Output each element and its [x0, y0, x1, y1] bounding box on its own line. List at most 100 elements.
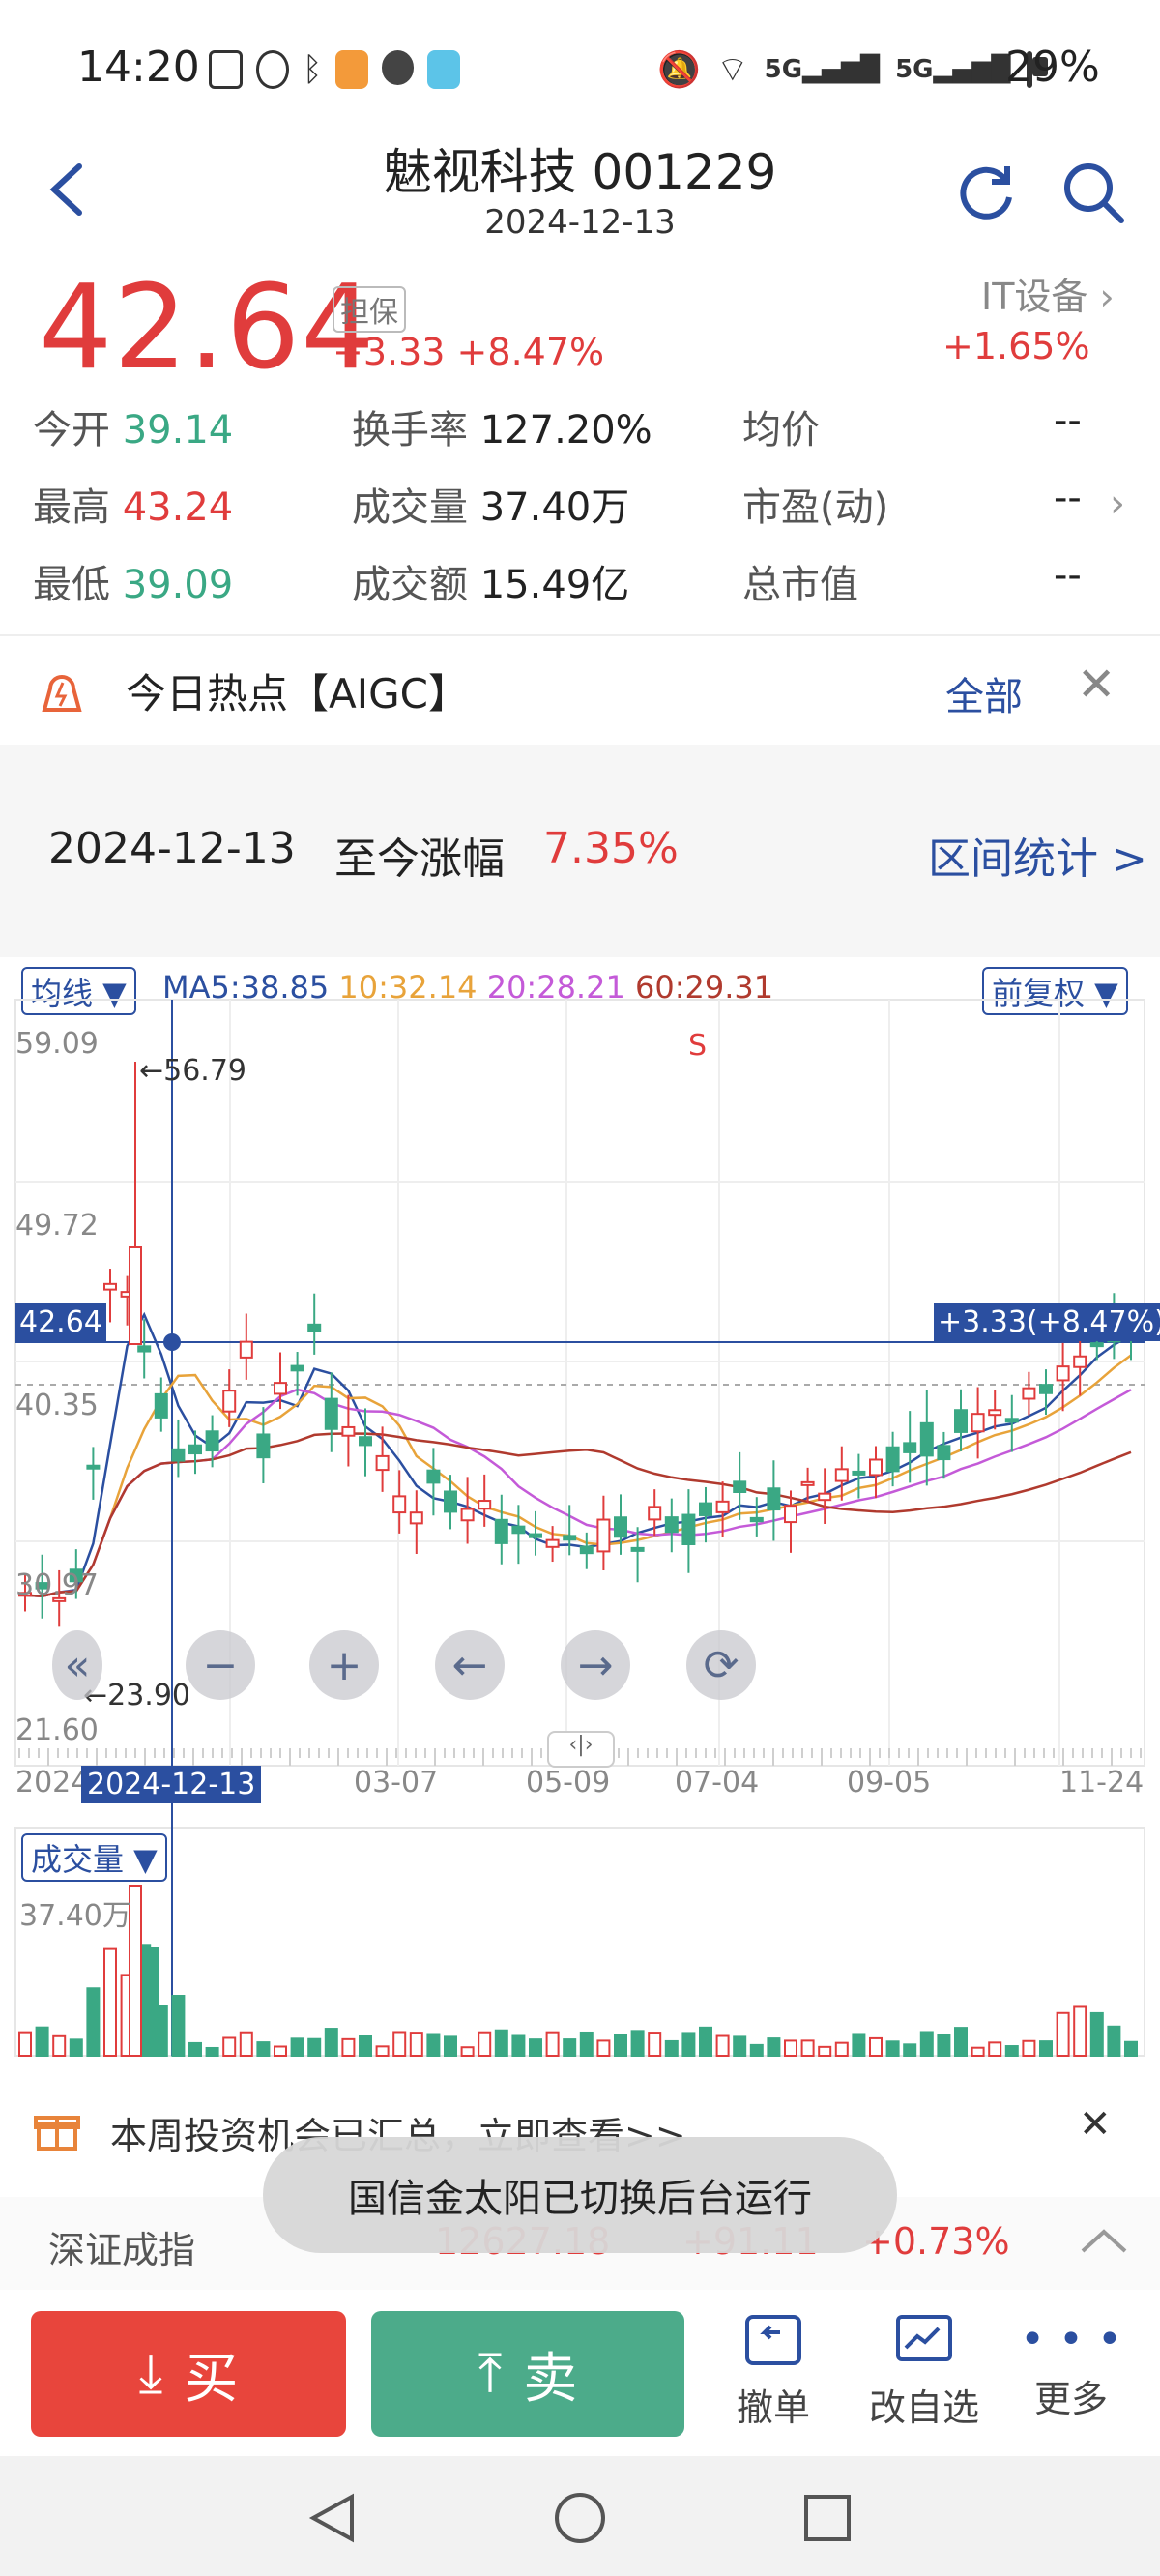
page-date: 2024-12-13 — [484, 203, 676, 242]
kline-chart-panel[interactable]: 均线 ▼ MA5:38.85 10:32.14 20:28.21 60:29.3… — [0, 957, 1160, 2064]
stat-label: 成交量 — [352, 485, 468, 530]
volume-bar — [290, 2037, 304, 2057]
volume-bar — [171, 1995, 186, 2057]
sell-button[interactable]: ⤒ 卖 — [371, 2311, 684, 2437]
x-axis: 2024 03-07 05-09 07-04 09-05 11-24 2024-… — [0, 1766, 1160, 1804]
low-note: ←23.90 — [83, 1679, 191, 1712]
sector-change: +1.65% — [942, 325, 1090, 367]
candle-body — [392, 1495, 407, 1514]
edit-watchlist-icon — [896, 2315, 952, 2361]
volume-selector[interactable]: 成交量 ▼ — [21, 1833, 167, 1882]
signal-5g-icon-2: 5G▂▄▆█ — [895, 55, 1011, 84]
page-title: 魅视科技 001229 — [383, 144, 777, 200]
volume-bar — [869, 2036, 883, 2058]
pan-left-button[interactable]: ← — [435, 1630, 505, 1700]
more-button[interactable]: • • • 更多 — [1003, 2311, 1139, 2422]
volume-bar — [699, 2026, 712, 2058]
candle-body — [222, 1390, 237, 1413]
candle-body — [1089, 1342, 1104, 1348]
volume-bar — [614, 2034, 627, 2057]
buy-label: 买 — [184, 2347, 239, 2411]
candle-body — [800, 1480, 815, 1486]
candle-body — [426, 1469, 441, 1484]
x-label: 03-07 — [354, 1766, 439, 1800]
volume-bar — [563, 2038, 577, 2058]
volume-bar — [307, 2037, 322, 2057]
candle-body — [937, 1445, 951, 1461]
volume-bar — [971, 2046, 985, 2057]
candle-body — [596, 1518, 611, 1553]
cancel-order-button[interactable]: 撤单 — [706, 2311, 841, 2431]
ma-selector[interactable]: 均线 ▼ — [21, 967, 136, 1015]
edit-watchlist-button[interactable]: 改自选 — [856, 2311, 992, 2431]
y-label: 21.60 — [15, 1713, 99, 1747]
x-label: 07-04 — [675, 1766, 760, 1800]
candle-body — [478, 1500, 492, 1510]
stat-label: 换手率 — [352, 408, 468, 453]
volume-bar — [1056, 2011, 1070, 2058]
adjust-selector[interactable]: 前复权 ▼ — [982, 967, 1128, 1015]
kline-chart[interactable] — [0, 957, 1160, 2064]
double-left-icon: « — [64, 1640, 91, 1690]
volume-bar — [18, 2031, 32, 2057]
nfc-icon — [209, 50, 243, 89]
close-promo-icon[interactable]: ✕ — [1079, 2102, 1112, 2147]
chart-resize-handle[interactable]: ‹|› — [547, 1731, 615, 1768]
wifi-icon: ⌔ — [715, 49, 749, 90]
volume-bar — [392, 2031, 407, 2057]
hot-all-button[interactable]: 全部 — [945, 675, 1023, 719]
hot-topic-bar[interactable]: 今日热点【AIGC】 全部 ✕ — [0, 634, 1160, 746]
refresh-button[interactable] — [957, 159, 1019, 220]
buy-button[interactable]: ⤓ 买 — [31, 2311, 346, 2437]
volume-bar — [52, 2034, 67, 2058]
candle-body — [919, 1421, 934, 1457]
reset-view-button[interactable]: ⟳ — [686, 1630, 756, 1700]
candle-body — [545, 1538, 560, 1548]
stat-label: 今开 — [33, 408, 110, 453]
volume-bar — [35, 2026, 49, 2057]
volume-bar — [529, 2038, 542, 2057]
candle-body — [494, 1518, 508, 1544]
nav-home-icon[interactable] — [553, 2491, 607, 2545]
close-hot-icon[interactable]: ✕ — [1077, 658, 1116, 712]
stat-label: 均价 — [742, 408, 820, 453]
stat-label: 最低 — [33, 563, 110, 607]
stats-expand-chevron-icon[interactable]: › — [1110, 482, 1125, 526]
candle-body — [767, 1487, 781, 1511]
volume-bar — [800, 2039, 815, 2058]
candle-body — [460, 1508, 475, 1522]
volume-bar — [937, 2034, 951, 2057]
high-note: ←56.79 — [139, 1054, 247, 1088]
volume-bar — [478, 2031, 492, 2058]
search-button[interactable] — [1059, 159, 1127, 226]
zoom-in-button[interactable]: + — [309, 1630, 379, 1700]
stat-low: 39.09 — [122, 563, 234, 607]
volume-bar — [1073, 2005, 1088, 2058]
volume-bar — [1107, 2025, 1121, 2057]
candle-body — [988, 1409, 1002, 1417]
volume-bar — [324, 2028, 338, 2057]
stat-label: 市盈(动) — [742, 485, 889, 530]
range-stats-link[interactable]: 区间统计 > — [928, 834, 1147, 884]
chevron-up-icon[interactable] — [1079, 2226, 1129, 2255]
zoom-out-button[interactable]: − — [186, 1630, 255, 1700]
volume-bar — [511, 2034, 526, 2057]
volume-bar — [834, 2041, 849, 2057]
stat-avg-price: -- — [1054, 398, 1082, 443]
candle-body — [954, 1409, 968, 1433]
pan-right-button[interactable]: → — [561, 1630, 630, 1700]
nav-back-icon[interactable] — [305, 2491, 360, 2545]
nav-recents-icon[interactable] — [800, 2491, 855, 2545]
current-price-label: 42.64 — [15, 1303, 106, 1341]
stat-high: 43.24 — [122, 485, 234, 530]
status-bar: 14:20 ᛒ 🔕 ⌔ 5G▂▄▆█ 5G▂▄▆█ 29% — [0, 0, 1160, 135]
pan-start-button[interactable]: « — [52, 1630, 102, 1700]
sector-link[interactable]: IT设备 › — [981, 267, 1115, 320]
reader-icon — [427, 50, 460, 89]
candle-body — [256, 1433, 271, 1459]
volume-bar — [375, 2045, 390, 2057]
volume-bar — [733, 2035, 747, 2058]
bluetooth-icon: ᛒ — [303, 50, 323, 89]
back-button[interactable] — [39, 155, 97, 222]
candle-body — [324, 1397, 338, 1430]
